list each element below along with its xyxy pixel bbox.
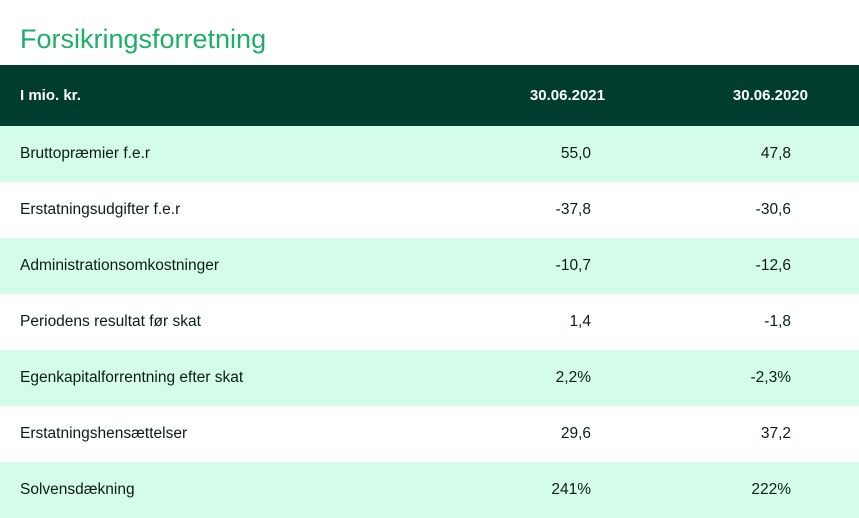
table-header-row: I mio. kr. 30.06.2021 30.06.2020	[0, 65, 859, 126]
row-value-2020: -2,3%	[750, 369, 792, 386]
table-row: Bruttopræmier f.e.r 55,0 47,8	[0, 126, 859, 182]
row-value-2021: 241%	[551, 481, 591, 498]
table-row: Erstatningsudgifter f.e.r -37,8 -30,6	[0, 182, 859, 238]
row-value-2021: -37,8	[555, 201, 591, 218]
row-value-2021: 2,2%	[555, 369, 591, 386]
page-title: Forsikringsforretning	[20, 24, 267, 54]
row-label: Egenkapitalforrentning efter skat	[20, 369, 244, 386]
financial-table: I mio. kr. 30.06.2021 30.06.2020 Bruttop…	[0, 65, 859, 518]
row-value-2021: -10,7	[555, 257, 591, 274]
header-column-2020: 30.06.2020	[732, 87, 808, 104]
row-value-2020: -1,8	[764, 313, 791, 330]
row-value-2021: 29,6	[560, 425, 591, 442]
table-row: Administrationsomkostninger -10,7 -12,6	[0, 238, 859, 294]
row-value-2020: 47,8	[760, 145, 791, 162]
table-row: Egenkapitalforrentning efter skat 2,2% -…	[0, 350, 859, 406]
row-value-2020: 37,2	[760, 425, 791, 442]
table-row: Solvensdækning 241% 222%	[0, 462, 859, 518]
row-label: Periodens resultat før skat	[20, 313, 201, 330]
row-label: Erstatningsudgifter f.e.r	[20, 201, 181, 218]
table-row: Erstatningshensættelser 29,6 37,2	[0, 406, 859, 462]
row-value-2021: 1,4	[569, 313, 591, 330]
header-column-2021: 30.06.2021	[529, 87, 605, 104]
row-value-2020: 222%	[751, 481, 791, 498]
table-row: Periodens resultat før skat 1,4 -1,8	[0, 294, 859, 350]
row-value-2021: 55,0	[560, 145, 591, 162]
row-value-2020: -30,6	[755, 201, 791, 218]
row-label: Administrationsomkostninger	[20, 257, 220, 274]
row-label: Solvensdækning	[20, 481, 135, 498]
header-unit-label: I mio. kr.	[20, 87, 81, 104]
row-label: Bruttopræmier f.e.r	[20, 145, 151, 162]
row-label: Erstatningshensættelser	[20, 425, 188, 442]
row-value-2020: -12,6	[755, 257, 791, 274]
